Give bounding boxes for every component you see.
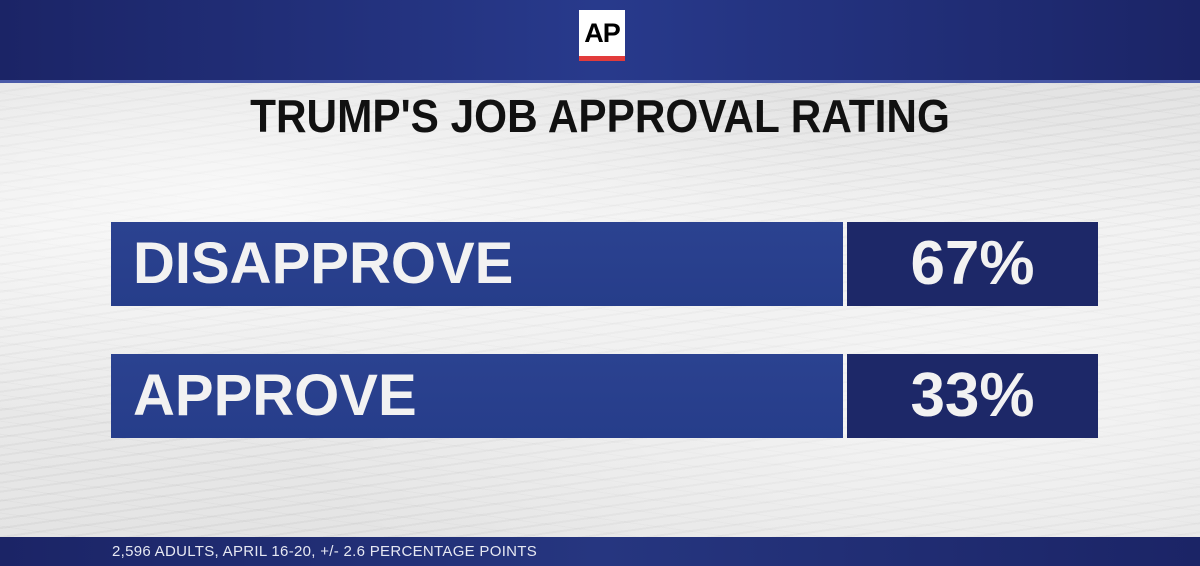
bar-value-cell: 33% [847, 354, 1098, 438]
bar-disapprove: DISAPPROVE [111, 222, 843, 306]
ap-logo-red-bar [579, 56, 625, 61]
footer-band: 2,596 ADULTS, APRIL 16-20, +/- 2.6 PERCE… [0, 537, 1200, 566]
data-label: 33% [910, 361, 1035, 430]
bar-label: DISAPPROVE [133, 231, 514, 296]
ap-logo: AP [579, 10, 625, 62]
bar-row-approve: APPROVE 33% [111, 354, 1098, 438]
bar-value-cell: 67% [847, 222, 1098, 306]
bar-label: APPROVE [133, 363, 417, 428]
bar-approve: APPROVE [111, 354, 843, 438]
top-banner-rule [0, 80, 1200, 83]
footer-note: 2,596 ADULTS, APRIL 16-20, +/- 2.6 PERCE… [112, 543, 538, 560]
data-label: 67% [910, 229, 1035, 298]
chart-title: TRUMP'S JOB APPROVAL RATING [250, 90, 950, 142]
bar-row-disapprove: DISAPPROVE 67% [111, 222, 1098, 306]
ap-logo-box: AP [579, 10, 625, 56]
ap-logo-text: AP [584, 17, 621, 48]
